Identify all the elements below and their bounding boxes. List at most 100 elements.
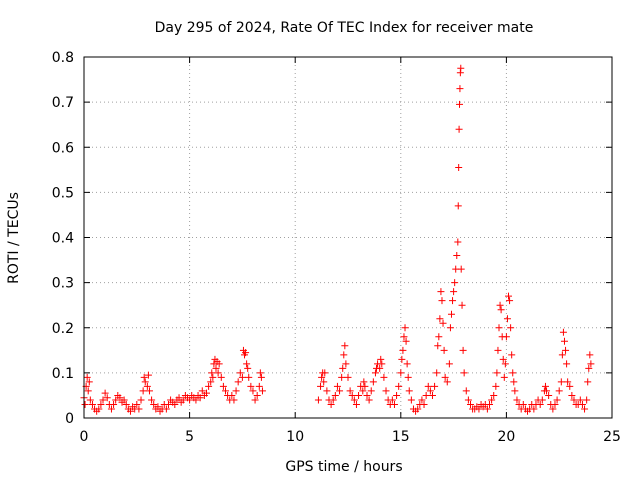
data-point — [457, 64, 465, 72]
data-point — [536, 400, 544, 408]
data-point — [230, 396, 238, 404]
y-tick-label: 0.1 — [52, 366, 74, 382]
data-point — [530, 405, 538, 413]
data-point — [495, 324, 503, 332]
data-point — [570, 396, 578, 404]
data-point — [320, 378, 328, 386]
data-point — [503, 315, 511, 323]
data-point — [179, 396, 187, 404]
data-point — [367, 387, 375, 395]
data-point — [120, 396, 128, 404]
data-point — [154, 403, 162, 411]
data-point — [192, 396, 200, 404]
data-point — [399, 346, 407, 354]
data-point — [451, 279, 459, 287]
data-point — [486, 400, 494, 408]
data-point — [538, 396, 546, 404]
data-point — [393, 391, 401, 399]
data-point — [162, 405, 170, 413]
data-point — [499, 355, 507, 363]
data-point — [112, 396, 120, 404]
data-point — [339, 364, 347, 372]
data-point — [346, 387, 354, 395]
grid — [84, 57, 612, 418]
data-point — [424, 382, 432, 390]
data-point — [447, 310, 455, 318]
data-point — [81, 400, 89, 408]
data-point — [377, 355, 385, 363]
data-point — [501, 360, 509, 368]
data-point — [587, 360, 595, 368]
data-point — [553, 396, 561, 404]
data-point — [198, 387, 206, 395]
data-point — [545, 391, 553, 399]
data-point — [475, 405, 483, 413]
data-point — [558, 351, 566, 359]
data-point — [243, 360, 251, 368]
data-point — [249, 387, 257, 395]
y-tick-label: 0.5 — [52, 185, 74, 201]
data-point — [380, 373, 388, 381]
data-point — [214, 369, 222, 377]
data-point — [559, 328, 567, 336]
x-tick-label: 25 — [603, 429, 621, 445]
data-point — [376, 364, 384, 372]
data-point — [145, 387, 153, 395]
data-point — [202, 389, 210, 397]
data-point — [564, 378, 572, 386]
data-point — [407, 396, 415, 404]
data-point — [551, 400, 559, 408]
y-tick-label: 0.2 — [52, 321, 74, 337]
data-point — [395, 382, 403, 390]
data-points — [80, 64, 595, 415]
data-point — [456, 100, 464, 108]
data-point — [436, 315, 444, 323]
data-point — [338, 373, 346, 381]
data-point — [402, 337, 410, 345]
data-point — [205, 382, 213, 390]
data-point — [459, 346, 467, 354]
data-point — [401, 324, 409, 332]
data-point — [562, 346, 570, 354]
data-point — [397, 369, 405, 377]
data-point — [84, 387, 92, 395]
data-point — [340, 351, 348, 359]
data-point — [107, 405, 115, 413]
data-point — [455, 164, 463, 172]
data-point — [348, 391, 356, 399]
data-point — [586, 351, 594, 359]
y-tick-label: 0.4 — [52, 231, 74, 247]
data-point — [126, 407, 134, 415]
x-tick-label: 0 — [80, 429, 89, 445]
data-point — [500, 373, 508, 381]
data-point — [382, 387, 390, 395]
data-point — [314, 396, 322, 404]
data-point — [135, 405, 143, 413]
data-point — [137, 396, 145, 404]
data-point — [255, 382, 263, 390]
data-point — [446, 324, 454, 332]
data-point — [490, 391, 498, 399]
data-point — [443, 378, 451, 386]
data-point — [576, 396, 584, 404]
data-point — [388, 396, 396, 404]
data-point — [507, 324, 515, 332]
data-point — [493, 369, 501, 377]
y-tick-label: 0.6 — [52, 140, 74, 156]
data-point — [404, 373, 412, 381]
data-point — [359, 387, 367, 395]
data-point — [207, 378, 215, 386]
data-point — [563, 360, 571, 368]
data-point — [434, 342, 442, 350]
data-point — [458, 301, 466, 309]
data-point — [232, 387, 240, 395]
data-point — [336, 387, 344, 395]
data-point — [141, 378, 149, 386]
data-point — [369, 378, 377, 386]
data-point — [506, 297, 514, 305]
data-point — [418, 396, 426, 404]
data-point — [361, 382, 369, 390]
data-point — [439, 319, 447, 327]
x-axis-label: GPS time / hours — [285, 459, 402, 475]
